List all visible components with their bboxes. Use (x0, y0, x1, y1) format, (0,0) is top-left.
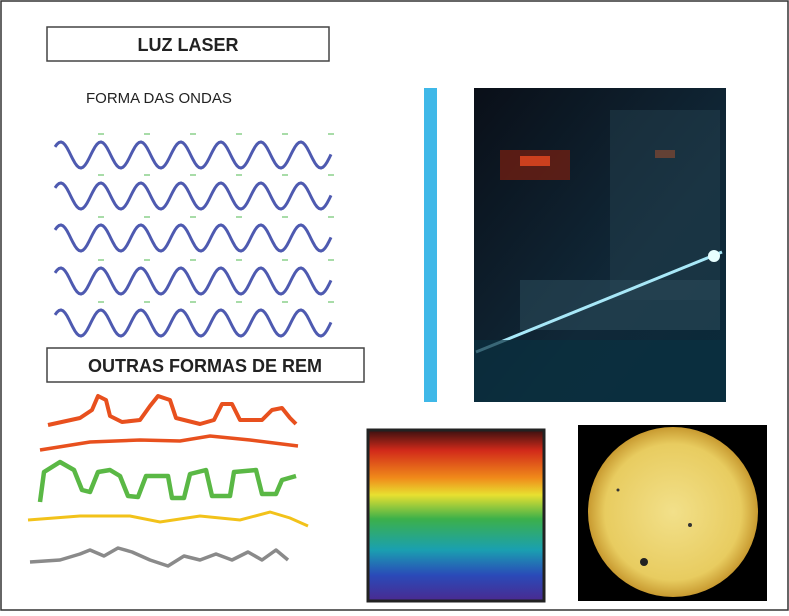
sine-wave (53, 223, 333, 253)
spectrum (366, 428, 546, 603)
sine-wave (53, 266, 333, 296)
laser-waves (53, 133, 334, 338)
sunspot (616, 488, 620, 492)
section-title: OUTRAS FORMAS DE REM (88, 356, 322, 376)
sun (588, 427, 758, 597)
green-wave (37, 459, 297, 503)
sunspot (688, 523, 692, 527)
subtitle: FORMA DAS ONDAS (86, 90, 232, 107)
sine-wave (53, 140, 333, 170)
section-box (46, 347, 365, 383)
yellow-wave (27, 510, 309, 528)
gray-wave (29, 546, 290, 568)
sine-wave (53, 181, 333, 211)
sine-wave (53, 308, 333, 338)
sunspot (640, 558, 648, 566)
red-line (39, 434, 299, 452)
red-wave (47, 394, 298, 427)
title: LUZ LASER (138, 35, 239, 55)
laser-photo (474, 88, 726, 402)
blue-bar (424, 88, 437, 402)
title-box (46, 26, 330, 62)
